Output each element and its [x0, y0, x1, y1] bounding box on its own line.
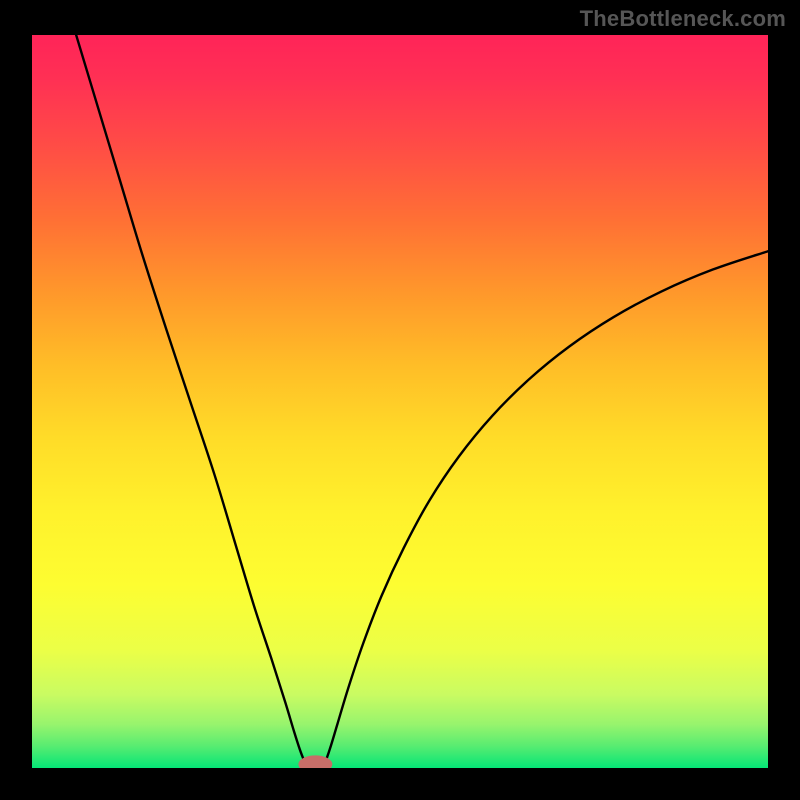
attribution-text: TheBottleneck.com	[580, 6, 786, 32]
bottleneck-curve-chart	[32, 35, 768, 768]
gradient-background	[32, 35, 768, 768]
chart-frame: TheBottleneck.com	[0, 0, 800, 800]
plot-area	[32, 35, 768, 768]
